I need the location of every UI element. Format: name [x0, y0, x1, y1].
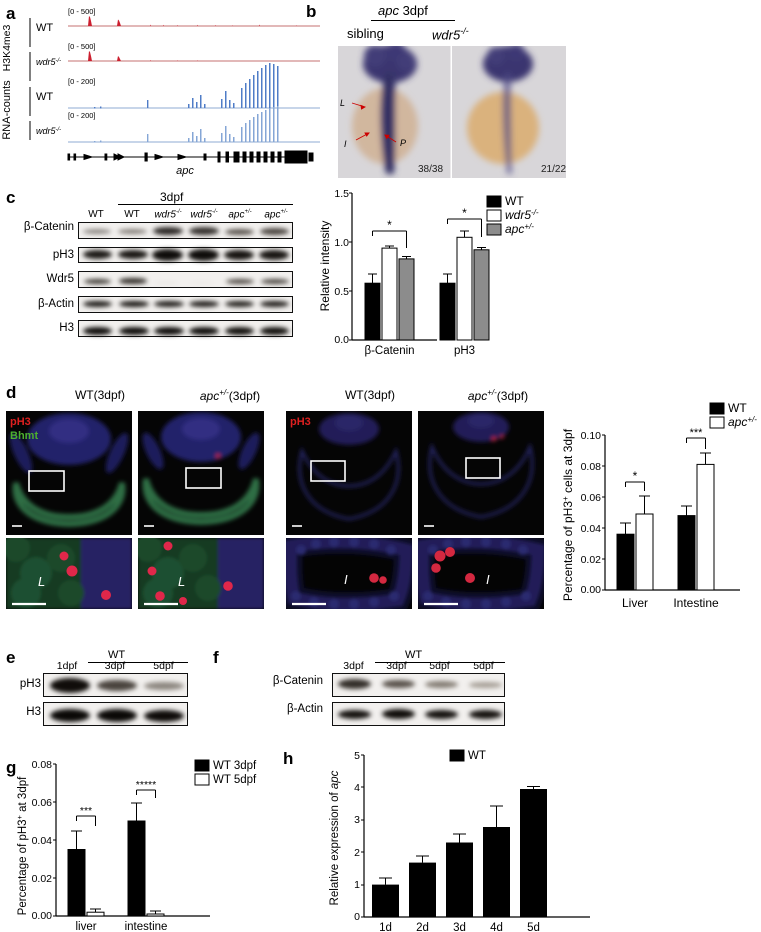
svg-text:1d: 1d — [379, 922, 392, 932]
svg-text:WT: WT — [36, 91, 53, 103]
svg-text:*****: ***** — [136, 779, 156, 791]
svg-text:apc+/-: apc+/- — [505, 222, 534, 237]
svg-text:0.04: 0.04 — [32, 835, 53, 847]
svg-text:pH3: pH3 — [290, 416, 311, 428]
svg-text:WT: WT — [505, 194, 524, 208]
svg-text:1: 1 — [354, 879, 360, 891]
svg-text:L: L — [38, 574, 45, 589]
svg-text:*: * — [462, 206, 467, 220]
svg-text:0.08: 0.08 — [32, 759, 53, 771]
svg-text:1.5: 1.5 — [334, 188, 349, 200]
svg-text:0.02: 0.02 — [581, 554, 602, 566]
svg-text:0.04: 0.04 — [581, 523, 602, 535]
svg-text:wdr5-/-: wdr5-/- — [36, 126, 61, 136]
svg-text:WT 3dpf: WT 3dpf — [213, 760, 257, 772]
svg-text:P: P — [400, 138, 406, 148]
svg-text:pH3: pH3 — [454, 345, 475, 357]
svg-text:Bhmt: Bhmt — [10, 430, 38, 442]
svg-text:0.00: 0.00 — [32, 910, 53, 922]
svg-text:0.08: 0.08 — [581, 461, 602, 473]
svg-text:*: * — [633, 469, 638, 483]
svg-text:[0 - 200]: [0 - 200] — [68, 77, 96, 86]
svg-text:***: *** — [690, 427, 704, 439]
svg-text:4: 4 — [354, 782, 360, 794]
svg-text:[0 - 500]: [0 - 500] — [68, 7, 96, 16]
svg-text:WT: WT — [728, 401, 747, 415]
svg-text:apc: apc — [176, 165, 194, 177]
svg-text:21/22: 21/22 — [541, 164, 566, 175]
svg-text:I: I — [486, 572, 490, 587]
svg-text:L: L — [178, 574, 185, 589]
svg-text:0.10: 0.10 — [581, 430, 602, 442]
svg-text:3d: 3d — [453, 922, 466, 932]
svg-text:Relative expression of apc: Relative expression of apc — [329, 770, 341, 905]
svg-text:*: * — [387, 218, 392, 232]
svg-text:wdr5-/-: wdr5-/- — [36, 57, 61, 67]
svg-text:β-Catenin: β-Catenin — [364, 345, 414, 357]
svg-text:1.0: 1.0 — [334, 237, 349, 249]
svg-text:0.02: 0.02 — [32, 873, 53, 885]
svg-text:4d: 4d — [490, 922, 503, 932]
svg-text:pH3: pH3 — [10, 416, 31, 428]
svg-text:2d: 2d — [416, 922, 429, 932]
svg-text:Percentage of pH3+ cells at 3d: Percentage of pH3+ cells at 3dpf — [561, 428, 576, 601]
svg-text:Percentage of pH3+ at 3dpf: Percentage of pH3+ at 3dpf — [15, 776, 30, 915]
svg-text:Liver: Liver — [622, 596, 648, 610]
svg-text:0.06: 0.06 — [581, 492, 602, 504]
svg-text:WT 5dpf: WT 5dpf — [213, 774, 257, 786]
svg-text:2: 2 — [354, 847, 360, 859]
svg-text:3: 3 — [354, 814, 360, 826]
svg-text:0.06: 0.06 — [32, 797, 53, 809]
svg-text:[0 - 200]: [0 - 200] — [68, 111, 96, 120]
svg-text:apc+/-: apc+/- — [728, 415, 757, 430]
svg-text:0.00: 0.00 — [581, 584, 602, 596]
svg-text:5d: 5d — [527, 922, 540, 932]
svg-text:[0 - 500]: [0 - 500] — [68, 42, 96, 51]
svg-text:WT: WT — [468, 750, 486, 762]
svg-text:0: 0 — [354, 911, 360, 923]
svg-text:***: *** — [80, 805, 92, 817]
svg-text:Intestine: Intestine — [673, 596, 719, 610]
svg-text:Relative intensity: Relative intensity — [318, 221, 332, 312]
svg-text:intestine: intestine — [125, 921, 168, 932]
svg-text:I: I — [344, 572, 348, 587]
svg-text:38/38: 38/38 — [418, 164, 443, 175]
svg-text:liver: liver — [75, 921, 96, 932]
svg-text:H3K4me3: H3K4me3 — [1, 25, 13, 72]
svg-text:0.0: 0.0 — [334, 334, 349, 346]
svg-text:RNA-counts: RNA-counts — [1, 80, 13, 140]
svg-text:wdr5-/-: wdr5-/- — [505, 208, 539, 223]
svg-text:0.5: 0.5 — [334, 286, 349, 298]
svg-text:WT: WT — [36, 22, 53, 34]
svg-text:5: 5 — [354, 750, 360, 762]
svg-text:L: L — [340, 98, 345, 108]
